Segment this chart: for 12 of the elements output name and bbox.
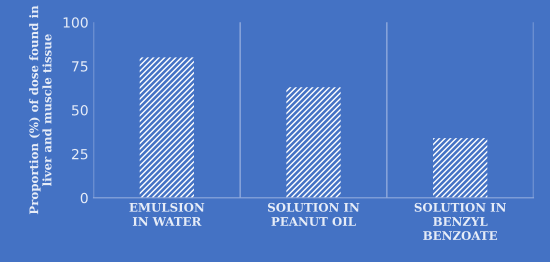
y-tick-label: 75: [72, 61, 88, 72]
bar: [140, 57, 194, 198]
y-tick-label: 50: [72, 105, 88, 116]
x-tick-label: EMULSION IN WATER: [129, 202, 204, 226]
bar: [433, 138, 488, 198]
bar: [286, 87, 341, 198]
x-tick-label: SOLUTION IN PEANUT OIL: [268, 202, 360, 226]
y-tick-label: 0: [80, 192, 88, 204]
y-tick-label: 100: [64, 17, 88, 28]
x-tick-label: SOLUTION IN BENZYL BENZOATE: [414, 202, 506, 240]
y-tick-label: 25: [72, 148, 88, 160]
y-axis-title: Proportion (%) of dose found in liver and muscle tissue: [29, 6, 52, 214]
